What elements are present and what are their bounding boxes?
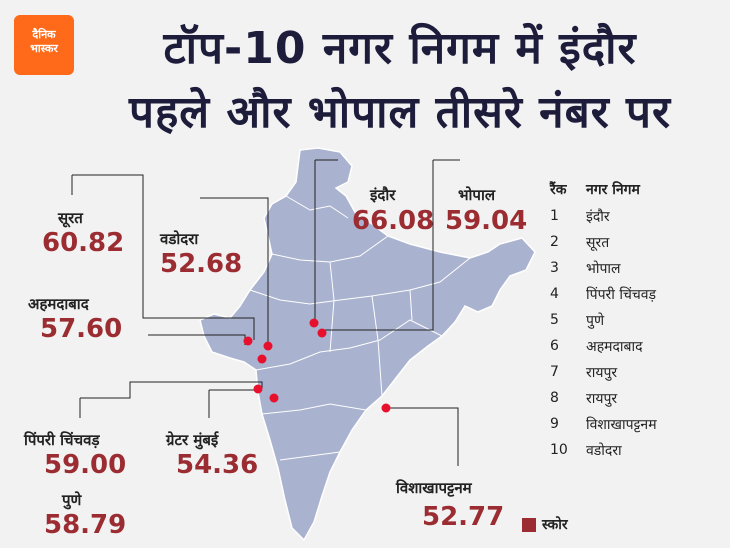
headline-line2: पहले और भोपाल तीसरे नंबर पर (128, 87, 672, 138)
name-cell: रायपुर (586, 390, 618, 407)
score-surat: 60.82 (42, 228, 125, 258)
city-label-bhopal: भोपाल (458, 186, 496, 204)
name-cell: वडोदरा (586, 442, 622, 459)
table-row: 2 सूरत (540, 229, 720, 255)
logo-text-line1: दैनिक (32, 28, 56, 41)
score-ahmedabad: 57.60 (40, 314, 123, 344)
rank-cell: 5 (550, 312, 559, 328)
marker-vadodara[interactable] (263, 341, 273, 351)
score-vadodara: 52.68 (160, 249, 243, 279)
name-cell: अहमदाबाद (586, 338, 643, 355)
name-cell: विशाखापट्टनम (586, 416, 657, 433)
legend-swatch-score (522, 517, 536, 532)
city-label-surat: सूरत (58, 209, 83, 227)
table-row: 3 भोपाल (540, 255, 720, 281)
marker-surat[interactable] (257, 354, 267, 364)
leader-lines (71, 159, 460, 466)
score-pimpri: 59.00 (44, 450, 127, 480)
table-row: 4 पिंपरी चिंचवड़ (540, 281, 720, 307)
ranking-table-header: रैंक नगर निगम (540, 175, 720, 203)
city-label-vadodara: वडोदरा (160, 230, 199, 248)
name-cell: भोपाल (586, 260, 621, 277)
rank-cell: 8 (550, 390, 559, 406)
table-row: 1 इंदौर (540, 203, 720, 229)
city-label-vizag: विशाखापट्टनम (396, 479, 472, 497)
name-cell: पुणे (586, 312, 605, 329)
table-row: 6 अहमदाबाद (540, 333, 720, 359)
rank-cell: 9 (550, 416, 559, 432)
city-label-indore: इंदौर (370, 186, 396, 204)
marker-indore[interactable] (309, 318, 319, 328)
ranking-table: रैंक नगर निगम 1 इंदौर 2 सूरत 3 भोपाल 4 पिंपर… (540, 175, 720, 463)
score-bhopal: 59.04 (445, 206, 528, 236)
marker-pune-pimpri[interactable] (269, 393, 279, 403)
table-row: 9 विशाखापट्टनम (540, 411, 720, 437)
score-mumbai: 54.36 (176, 450, 259, 480)
rank-cell: 2 (550, 234, 559, 250)
marker-ahmedabad[interactable] (243, 336, 253, 346)
rank-cell: 10 (550, 442, 568, 458)
city-markers (243, 318, 391, 413)
marker-bhopal[interactable] (317, 328, 327, 338)
rank-cell: 4 (550, 286, 559, 302)
dainik-bhaskar-logo: दैनिक भास्कर (14, 15, 74, 75)
city-label-pimpri: पिंपरी चिंचवड़ (24, 431, 100, 449)
rank-cell: 1 (550, 208, 559, 224)
header-rank: रैंक (550, 181, 567, 198)
legend: स्कोर (522, 515, 568, 534)
city-label-ahmedabad: अहमदाबाद (28, 295, 89, 313)
headline-line1: टॉप-10 नगर निगम में इंदौर (163, 23, 637, 74)
india-outline (199, 147, 536, 542)
table-row: 7 रायपुर (540, 359, 720, 385)
city-label-mumbai: ग्रेटर मुंबई (166, 431, 219, 449)
rank-cell: 6 (550, 338, 559, 354)
city-label-pune: पुणे (62, 491, 82, 509)
score-indore: 66.08 (352, 206, 435, 236)
score-vizag: 52.77 (422, 502, 505, 532)
score-pune: 58.79 (44, 510, 127, 540)
name-cell: इंदौर (586, 208, 610, 225)
state-boundaries (249, 195, 471, 461)
legend-label: स्कोर (542, 517, 568, 533)
logo-text-line2: भास्कर (30, 42, 58, 55)
marker-mumbai[interactable] (253, 384, 263, 394)
table-row: 5 पुणे (540, 307, 720, 333)
rank-cell: 7 (550, 364, 559, 380)
rank-cell: 3 (550, 260, 559, 276)
name-cell: सूरत (586, 234, 610, 251)
table-row: 10 वडोदरा (540, 437, 720, 463)
table-row: 8 रायपुर (540, 385, 720, 411)
name-cell: रायपुर (586, 364, 618, 381)
marker-vizag[interactable] (381, 403, 391, 413)
header-name: नगर निगम (586, 181, 640, 198)
name-cell: पिंपरी चिंचवड़ (586, 286, 657, 303)
